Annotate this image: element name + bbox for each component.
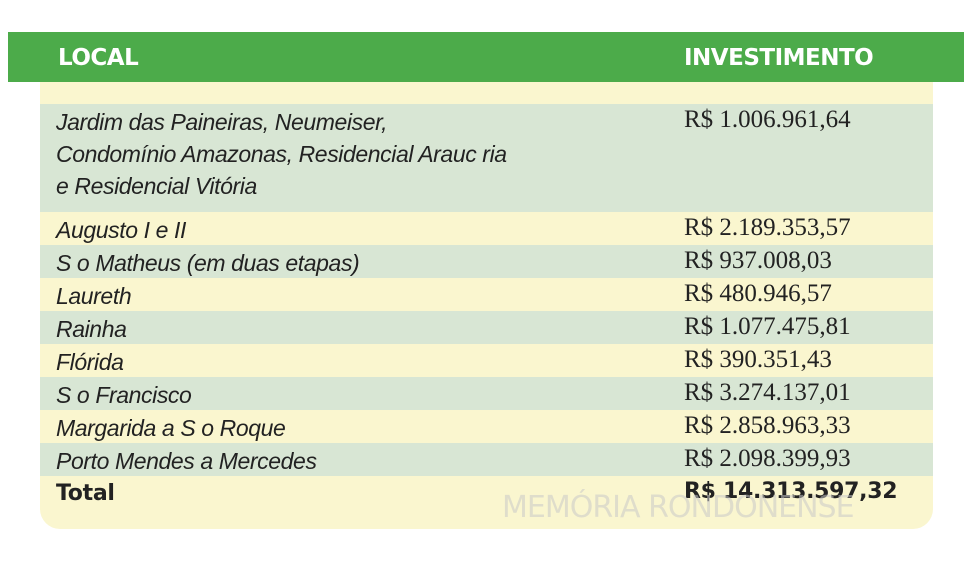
total-value: R$ 14.313.597,32 <box>684 479 898 504</box>
table-row-total: Total R$ 14.313.597,32 <box>40 476 933 510</box>
cell-investment: R$ 1.077.475,81 <box>684 313 851 340</box>
table-row: S o Matheus (em duas etapas) R$ 937.008,0… <box>40 245 933 278</box>
table-row: Laureth R$ 480.946,57 <box>40 278 933 311</box>
cell-investment: R$ 2.189.353,57 <box>684 214 851 241</box>
cell-local: Porto Mendes a Mercedes <box>56 445 317 477</box>
cell-local: Jardim das Paineiras, Neumeiser, Condomín… <box>56 106 507 202</box>
table-row: Porto Mendes a Mercedes R$ 2.098.399,93 <box>40 443 933 476</box>
cell-local: Augusto I e II <box>56 214 186 246</box>
cell-investment: R$ 3.274.137,01 <box>684 379 851 406</box>
cell-local: Rainha <box>56 313 127 345</box>
cell-local: Flórida <box>56 346 124 378</box>
cell-local: S o Francisco <box>56 379 192 411</box>
cell-investment: R$ 480.946,57 <box>684 280 832 307</box>
table-row: Jardim das Paineiras, Neumeiser, Condomín… <box>40 104 933 212</box>
cell-local-line: S o Francisco <box>56 382 192 408</box>
cell-local-line: e Residencial Vitória <box>56 173 257 199</box>
watermark: MEMÓRIA RONDONENSE <box>502 490 855 525</box>
cell-local-line: Condomínio Amazonas, Residencial Arauc r… <box>56 141 507 167</box>
table-row: S o Francisco R$ 3.274.137,01 <box>40 377 933 410</box>
cell-investment: R$ 2.098.399,93 <box>684 445 851 472</box>
cell-local-line: S o Matheus (em duas etapas) <box>56 250 360 276</box>
cell-local-line: Rainha <box>56 316 127 342</box>
cell-local: Margarida a S o Roque <box>56 412 286 444</box>
cell-local-line: Porto Mendes a Mercedes <box>56 448 317 474</box>
cell-local-line: Jardim das Paineiras, Neumeiser, <box>56 109 388 135</box>
cell-local: S o Matheus (em duas etapas) <box>56 247 360 279</box>
header-local: LOCAL <box>58 45 139 71</box>
table-header: LOCAL INVESTIMENTO <box>8 32 964 82</box>
cell-investment: R$ 2.858.963,33 <box>684 412 851 439</box>
cell-local-line: Margarida a S o Roque <box>56 415 286 441</box>
cell-investment: R$ 937.008,03 <box>684 247 832 274</box>
cell-investment: R$ 1.006.961,64 <box>684 106 851 133</box>
cell-local-line: Flórida <box>56 349 124 375</box>
table-row: Flórida R$ 390.351,43 <box>40 344 933 377</box>
header-investment: INVESTIMENTO <box>684 45 874 71</box>
cell-local-line: Laureth <box>56 283 132 309</box>
table-row: Augusto I e II R$ 2.189.353,57 <box>40 212 933 245</box>
total-label: Total <box>56 481 115 506</box>
table-row: Rainha R$ 1.077.475,81 <box>40 311 933 344</box>
cell-local-line: Augusto I e II <box>56 217 186 243</box>
cell-investment: R$ 390.351,43 <box>684 346 832 373</box>
table-row: Margarida a S o Roque R$ 2.858.963,33 <box>40 410 933 443</box>
table-body: Jardim das Paineiras, Neumeiser, Condomín… <box>40 104 933 510</box>
cell-local: Laureth <box>56 280 132 312</box>
